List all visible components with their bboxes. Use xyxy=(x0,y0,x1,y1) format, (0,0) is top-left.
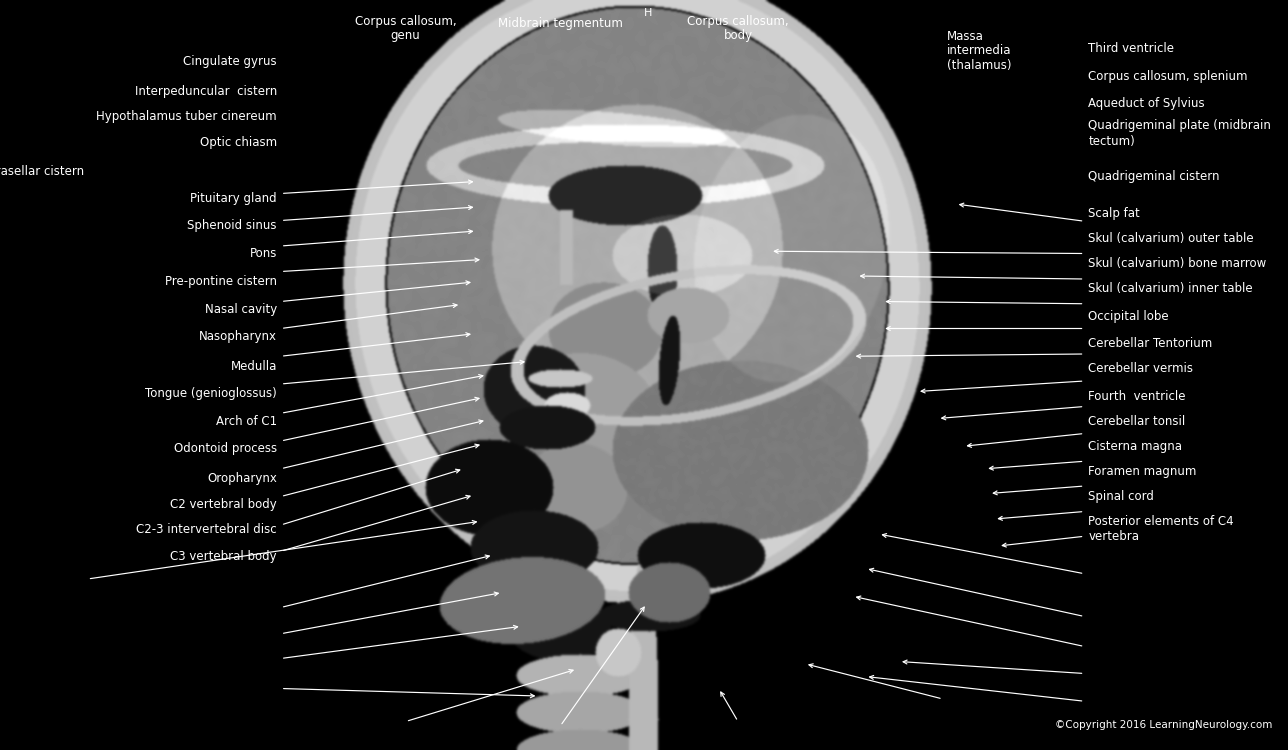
Text: Nasopharynx: Nasopharynx xyxy=(198,330,277,344)
Text: Quadrigeminal plate (midbrain
tectum): Quadrigeminal plate (midbrain tectum) xyxy=(1088,119,1271,148)
Text: H: H xyxy=(644,8,652,17)
Text: Oropharynx: Oropharynx xyxy=(207,472,277,485)
Text: Occipital lobe: Occipital lobe xyxy=(1088,310,1170,323)
Text: Skul (calvarium) outer table: Skul (calvarium) outer table xyxy=(1088,232,1255,245)
Text: Corpus callosum,
body: Corpus callosum, body xyxy=(688,14,788,43)
Text: Pituitary gland: Pituitary gland xyxy=(191,192,277,206)
Text: Medulla: Medulla xyxy=(231,359,277,373)
Text: Arch of C1: Arch of C1 xyxy=(216,415,277,428)
Text: Spinal cord: Spinal cord xyxy=(1088,490,1154,503)
Text: Nasal cavity: Nasal cavity xyxy=(205,302,277,316)
Text: Tongue (genioglossus): Tongue (genioglossus) xyxy=(146,387,277,400)
Text: Pons: Pons xyxy=(250,247,277,260)
Text: Fourth  ventricle: Fourth ventricle xyxy=(1088,389,1186,403)
Text: Cerebellar tonsil: Cerebellar tonsil xyxy=(1088,415,1186,428)
Text: Odontoid process: Odontoid process xyxy=(174,442,277,455)
Text: Pituitary stalk in the suprasellar cistern: Pituitary stalk in the suprasellar ciste… xyxy=(0,164,84,178)
Text: ©Copyright 2016 LearningNeurology.com: ©Copyright 2016 LearningNeurology.com xyxy=(1055,721,1273,730)
Text: Scalp fat: Scalp fat xyxy=(1088,207,1140,220)
Text: Skul (calvarium) bone marrow: Skul (calvarium) bone marrow xyxy=(1088,257,1266,271)
Text: Massa
intermedia
(thalamus): Massa intermedia (thalamus) xyxy=(947,29,1011,73)
Text: Corpus callosum, splenium: Corpus callosum, splenium xyxy=(1088,70,1248,83)
Text: Foramen magnum: Foramen magnum xyxy=(1088,464,1197,478)
Text: C3 vertebral body: C3 vertebral body xyxy=(170,550,277,563)
Text: Skul (calvarium) inner table: Skul (calvarium) inner table xyxy=(1088,282,1253,296)
Text: Corpus callosum,
genu: Corpus callosum, genu xyxy=(355,14,456,43)
Text: C2 vertebral body: C2 vertebral body xyxy=(170,497,277,511)
Text: Midbrain tegmentum: Midbrain tegmentum xyxy=(498,17,622,31)
Text: Cingulate gyrus: Cingulate gyrus xyxy=(183,55,277,68)
Text: Interpeduncular  cistern: Interpeduncular cistern xyxy=(135,85,277,98)
Text: Aqueduct of Sylvius: Aqueduct of Sylvius xyxy=(1088,97,1206,110)
Text: Cisterna magna: Cisterna magna xyxy=(1088,440,1182,453)
Text: C2-3 intervertebral disc: C2-3 intervertebral disc xyxy=(137,523,277,536)
Text: Pre-pontine cistern: Pre-pontine cistern xyxy=(165,274,277,288)
Text: Posterior elements of C4
vertebra: Posterior elements of C4 vertebra xyxy=(1088,514,1234,543)
Text: Sphenoid sinus: Sphenoid sinus xyxy=(188,218,277,232)
Text: Optic chiasm: Optic chiasm xyxy=(200,136,277,149)
Text: Cerebellar Tentorium: Cerebellar Tentorium xyxy=(1088,337,1212,350)
Text: Cerebellar vermis: Cerebellar vermis xyxy=(1088,362,1194,376)
Text: Hypothalamus tuber cinereum: Hypothalamus tuber cinereum xyxy=(97,110,277,123)
Text: Quadrigeminal cistern: Quadrigeminal cistern xyxy=(1088,170,1220,183)
Text: Third ventricle: Third ventricle xyxy=(1088,42,1175,56)
